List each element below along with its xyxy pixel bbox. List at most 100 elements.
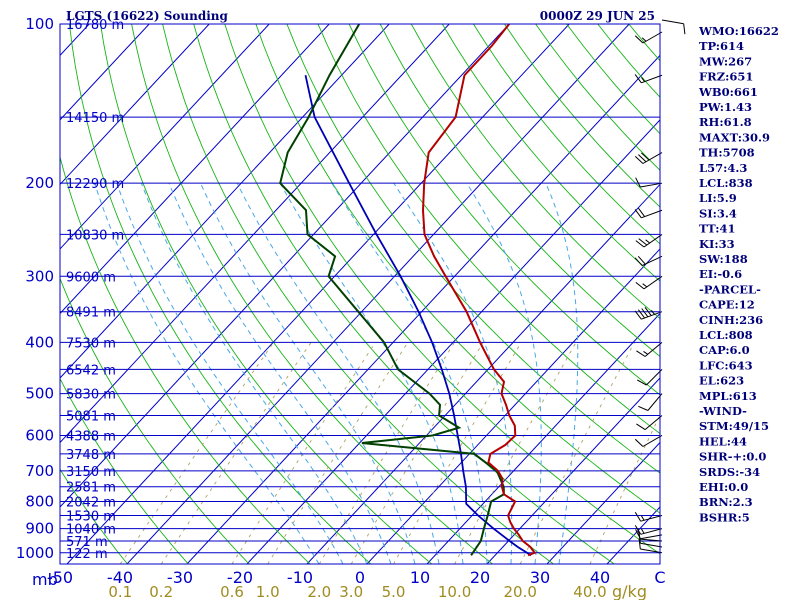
isotherm-line <box>60 24 450 444</box>
mixing-ratio-line <box>393 342 522 564</box>
temperature-trace <box>421 24 537 557</box>
chart-datetime: 0000Z 29 JUN 25 <box>540 9 655 23</box>
mixing-ratio-unit: g/kg <box>612 582 647 600</box>
temperature-tick-label: 40 <box>590 568 610 587</box>
wind-barb <box>635 177 663 188</box>
temperature-tick-label: -20 <box>227 568 253 587</box>
wind-barb <box>634 255 663 267</box>
moist-adiabat <box>279 182 464 564</box>
dry-adiabat <box>60 468 128 564</box>
moist-adiabat <box>331 182 488 564</box>
isotherm-line <box>426 312 660 564</box>
index-value: WB0:661 <box>698 85 758 99</box>
height-label: 571 m <box>66 535 108 550</box>
dewpoint-trace <box>279 24 505 556</box>
isotherm-line <box>60 24 150 121</box>
dry-adiabat <box>162 24 554 564</box>
index-value: EL:623 <box>699 374 744 388</box>
height-label: 2042 m <box>66 496 116 511</box>
mixing-ratio-tick-label: 5.0 <box>382 583 406 600</box>
wind-barb <box>636 341 663 357</box>
dry-adiabat <box>224 24 660 555</box>
index-value: -PARCEL- <box>699 282 761 296</box>
mixing-ratio-tick-label: 40.0 <box>573 583 606 600</box>
index-value: SI:3.4 <box>699 206 737 220</box>
dry-adiabat <box>68 24 372 564</box>
plot-frame <box>59 23 661 565</box>
height-label: 9600 m <box>66 270 116 285</box>
moist-adiabat <box>94 183 320 564</box>
index-value: L57:4.3 <box>699 161 747 175</box>
index-value: TP:614 <box>699 39 744 53</box>
isotherm-line <box>366 248 660 564</box>
index-value: RH:61.8 <box>699 115 752 129</box>
index-value: LCL:838 <box>699 176 753 190</box>
moist-adiabat <box>466 182 542 564</box>
wind-barb <box>634 512 663 522</box>
moist-adiabat <box>545 183 579 564</box>
pressure-label: 400 <box>25 333 54 351</box>
isotherm-line <box>60 24 390 379</box>
height-label: 3150 m <box>66 465 116 480</box>
index-value: WMO:16622 <box>698 24 779 38</box>
wind-barb <box>635 234 663 248</box>
moist-adiabat <box>200 182 416 564</box>
index-value: MW:267 <box>699 54 752 68</box>
temperature-tick-label: 20 <box>470 568 490 587</box>
index-value: MAXT:30.9 <box>699 130 770 144</box>
wind-barb <box>634 31 663 44</box>
dry-adiabat <box>473 24 660 245</box>
pressure-label: 800 <box>25 493 54 511</box>
moist-adiabat <box>236 182 440 564</box>
wind-barb <box>634 307 663 320</box>
pressure-labels: 100 200 300 400 500 600 700 800 900 1000 <box>16 15 54 562</box>
index-value: STM:49/15 <box>699 419 769 433</box>
mixing-ratio-tick-label: 0.1 <box>108 583 132 600</box>
height-label: 6542 m <box>66 363 116 378</box>
wind-barb <box>636 415 663 431</box>
index-value: CAP:6.0 <box>699 343 750 357</box>
chart-title: LGTS (16622) Sounding <box>66 9 229 23</box>
wind-barb <box>634 525 663 535</box>
pressure-unit: mb <box>32 570 58 589</box>
moist-adiabat <box>116 183 344 564</box>
isotherm-line <box>60 24 330 315</box>
dry-adiabat <box>348 24 660 396</box>
index-value: TH:5708 <box>699 146 755 160</box>
index-value: LCL:808 <box>699 328 753 342</box>
moist-adiabat <box>140 183 368 564</box>
isotherm-line <box>66 24 570 564</box>
index-value: -WIND- <box>699 404 747 418</box>
wind-barb <box>634 207 663 219</box>
mixing-ratio-line <box>119 342 275 564</box>
wind-barb <box>661 19 686 35</box>
index-value: TT:41 <box>699 222 736 236</box>
height-label: 1530 m <box>66 510 116 525</box>
index-value: LI:5.9 <box>699 191 737 205</box>
temperature-tick-label: -30 <box>167 568 193 587</box>
mixing-ratio-tick-label: 20.0 <box>503 583 536 600</box>
height-labels: 16780 m 14150 m 12290 m 10830 m 9600 m 8491 m… <box>66 18 124 562</box>
dry-adiabat <box>193 24 615 564</box>
dry-adiabat <box>100 24 432 564</box>
height-label: 5830 m <box>66 388 116 403</box>
wind-barb <box>634 74 663 84</box>
index-value: CAPE:12 <box>699 298 755 312</box>
height-label: 7530 m <box>66 336 116 351</box>
wind-barb <box>634 435 663 447</box>
height-label: 16780 m <box>66 18 124 33</box>
profiles <box>279 24 537 557</box>
index-value: CINH:236 <box>699 313 763 327</box>
pressure-label: 1000 <box>16 544 54 562</box>
dry-adiabat <box>131 24 493 564</box>
mixing-ratio-tick-label: 2.0 <box>307 583 331 600</box>
temperature-tick-label: 0 <box>355 568 365 587</box>
temperature-tick-label: -50 <box>47 568 73 587</box>
mixing-ratio-line <box>519 342 635 564</box>
wind-barb <box>634 152 663 164</box>
wind-barb <box>637 369 663 386</box>
isotherm-line <box>306 183 660 564</box>
dry-adiabat <box>410 24 660 320</box>
